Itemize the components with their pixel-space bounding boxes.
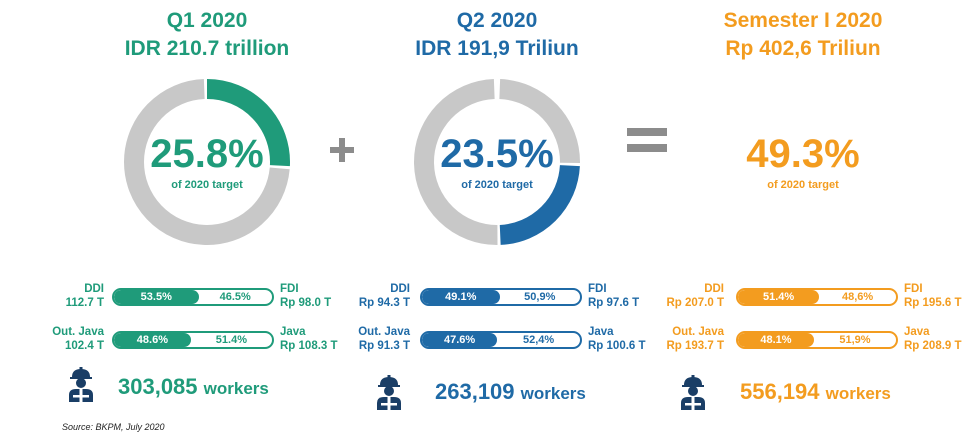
- split-bar-value-1: 48.6%: [136, 334, 168, 346]
- split-bar-value-1: 51.4%: [763, 291, 795, 303]
- workers-unit: workers: [825, 384, 891, 403]
- left-value: Rp 193.7 T: [666, 340, 724, 352]
- workers-number: 263,109: [435, 379, 515, 404]
- right-value: Rp 195.6 T: [904, 297, 962, 309]
- donut-value-segment: [206, 79, 290, 167]
- target-percentage: 25.8%: [150, 132, 264, 176]
- worker-icon: [377, 375, 401, 410]
- left-value: Rp 91.3 T: [358, 340, 410, 352]
- worker-icon: [69, 367, 93, 402]
- column-title: Q1 2020: [166, 9, 248, 32]
- workers-count: 556,194 workers: [740, 379, 891, 405]
- column-amount: IDR 191,9 Triliun: [415, 37, 579, 60]
- workers-unit: workers: [520, 384, 586, 403]
- left-value: Rp 207.0 T: [666, 297, 724, 309]
- right-label: Java: [904, 326, 930, 338]
- target-percentage: 23.5%: [440, 132, 554, 176]
- column-amount: Rp 402,6 Triliun: [725, 37, 881, 60]
- column-title: Semester I 2020: [723, 9, 883, 32]
- right-value: Rp 97.6 T: [588, 297, 640, 309]
- column-amount: IDR 210.7 trillion: [124, 37, 290, 60]
- left-value: 102.4 T: [65, 340, 104, 352]
- split-bar: 49.1% 50,9%: [420, 288, 582, 306]
- split-bar-fill: [738, 333, 814, 347]
- split-bar-value-2: 46.5%: [219, 291, 251, 303]
- split-bar-value-1: 49.1%: [445, 291, 477, 303]
- right-label: FDI: [904, 283, 923, 295]
- worker-icon: [681, 375, 705, 410]
- right-label: Java: [280, 326, 306, 338]
- split-bar-fill: [422, 333, 498, 347]
- workers-count: 263,109 workers: [435, 379, 586, 405]
- target-caption: of 2020 target: [171, 179, 243, 191]
- right-value: Rp 100.6 T: [588, 340, 646, 352]
- split-bar: 48.6% 51.4%: [112, 331, 274, 349]
- target-caption: of 2020 target: [461, 179, 533, 191]
- split-bar-value-2: 51.4%: [215, 334, 247, 346]
- column-title: Q2 2020: [456, 9, 538, 32]
- split-bar-fill: [422, 290, 500, 304]
- workers-unit: workers: [203, 379, 269, 398]
- donut-chart: [414, 79, 580, 245]
- split-bar: 51.4% 48,6%: [736, 288, 898, 306]
- split-bar-value-1: 48.1%: [760, 334, 792, 346]
- donut-chart: [124, 79, 290, 245]
- workers-number: 556,194: [740, 379, 820, 404]
- split-bar: 48.1% 51,9%: [736, 331, 898, 349]
- source-note: Source: BKPM, July 2020: [62, 422, 165, 432]
- left-label: DDI: [704, 283, 724, 295]
- split-bar-fill: [738, 290, 820, 304]
- plus-icon: [330, 138, 354, 162]
- right-label: FDI: [588, 283, 607, 295]
- donut-value-segment: [499, 164, 580, 245]
- target-percentage: 49.3%: [746, 132, 860, 176]
- split-bar: 47.6% 52,4%: [420, 331, 582, 349]
- left-label: DDI: [84, 283, 104, 295]
- split-bar-value-1: 53.5%: [140, 291, 172, 303]
- right-label: FDI: [280, 283, 299, 295]
- right-value: Rp 208.9 T: [904, 340, 962, 352]
- left-value: Rp 94.3 T: [358, 297, 410, 309]
- left-label: Out. Java: [358, 326, 410, 338]
- donut-remainder-segment: [414, 79, 498, 245]
- workers-count: 303,085 workers: [118, 374, 269, 400]
- split-bar-fill: [114, 333, 191, 347]
- split-bar-value-2: 50,9%: [524, 291, 556, 303]
- right-value: Rp 98.0 T: [280, 297, 332, 309]
- right-value: Rp 108.3 T: [280, 340, 338, 352]
- donut-remainder-segment: [498, 79, 580, 164]
- donut-remainder-segment: [124, 79, 290, 245]
- left-label: DDI: [390, 283, 410, 295]
- left-label: Out. Java: [52, 326, 104, 338]
- split-bar-fill: [114, 290, 199, 304]
- target-caption: of 2020 target: [767, 179, 839, 191]
- workers-number: 303,085: [118, 374, 198, 399]
- split-bar-value-2: 48,6%: [841, 291, 874, 303]
- left-value: 112.7 T: [65, 297, 104, 309]
- equals-icon: [627, 128, 667, 152]
- right-label: Java: [588, 326, 614, 338]
- left-label: Out. Java: [672, 326, 724, 338]
- split-bar-value-1: 47.6%: [444, 334, 476, 346]
- split-bar: 53.5% 46.5%: [112, 288, 274, 306]
- split-bar-value-2: 51,9%: [839, 334, 871, 346]
- split-bar-value-2: 52,4%: [522, 334, 555, 346]
